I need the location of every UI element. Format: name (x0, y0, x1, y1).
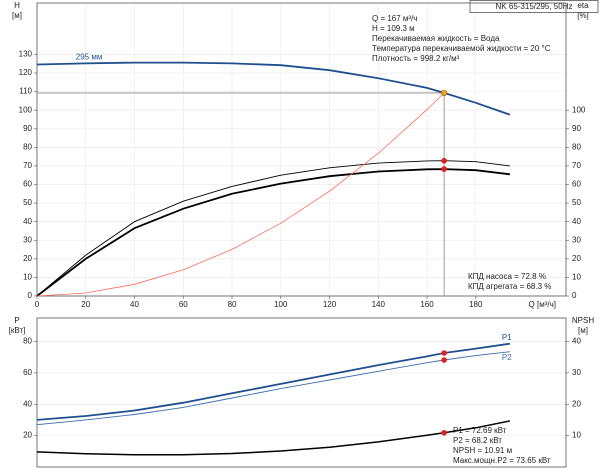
plot-frame (36, 317, 567, 468)
y-tick-label: 40 (23, 399, 32, 408)
duty-point (441, 157, 447, 164)
x-tick-label: 180 (469, 300, 483, 309)
y2-tick-label: 40 (572, 217, 581, 226)
note-text: Макс.мощн.P2 = 73.65 кВт (453, 456, 551, 465)
y2-axis-unit: [%] (577, 11, 589, 20)
y-axis-unit: [кВт] (9, 326, 26, 335)
y-tick-label: 80 (23, 337, 32, 346)
y2-tick-label: 30 (572, 235, 581, 244)
y2-tick-label: 20 (572, 399, 581, 408)
x-tick-label: 120 (323, 300, 337, 309)
y2-tick-label: 100 (572, 105, 586, 114)
series-line (36, 342, 511, 421)
series-line (36, 168, 511, 297)
series-line (36, 92, 445, 297)
info-text: Температура перекачиваемой жидкости = 20… (372, 44, 551, 53)
series-label: 295 мм (76, 52, 103, 61)
x-axis-label: Q [м³/ч] (529, 300, 556, 309)
info-text: Q = 167 м³/ч (372, 14, 417, 23)
y2-tick-label: 30 (572, 368, 581, 377)
y-axis-label: P (14, 316, 19, 325)
plot-frame (36, 2, 567, 297)
y-tick-label: 90 (23, 124, 32, 133)
y-tick-label: 10 (23, 273, 32, 282)
y2-tick-label: 90 (572, 124, 581, 133)
y-tick-label: 100 (19, 105, 33, 114)
y-tick-label: 60 (23, 368, 32, 377)
title-box (469, 0, 599, 13)
y-tick-label: 20 (23, 431, 32, 440)
y-tick-label: 120 (19, 68, 33, 77)
duty-point (441, 357, 447, 363)
y-tick-label: 110 (19, 87, 32, 96)
chart-title: NK 65-315/295, 50Hz (496, 2, 573, 11)
y2-tick-label: 70 (572, 161, 581, 170)
x-tick-label: 40 (130, 300, 139, 309)
y-tick-label: 60 (23, 180, 32, 189)
series-line (36, 160, 510, 297)
y-tick-label: 0 (28, 291, 33, 300)
y-tick-label: 70 (23, 161, 32, 170)
y2-tick-label: 20 (572, 254, 581, 263)
y-tick-label: 80 (23, 142, 32, 151)
series-label: P2 (502, 353, 512, 362)
series-label: P1 (502, 333, 512, 342)
y-tick-label: 20 (23, 254, 32, 263)
y2-tick-label: 10 (572, 273, 581, 282)
y2-tick-label: 60 (572, 180, 581, 189)
y-tick-label: 130 (19, 50, 33, 59)
duty-point (441, 350, 447, 356)
x-tick-label: 20 (81, 300, 90, 309)
duty-point (441, 166, 447, 172)
info-text: Перекачиваемая жидкость = Вода (372, 34, 500, 43)
x-tick-label: 160 (420, 300, 434, 309)
note-text: КПД агрегата = 68.3 % (468, 282, 551, 291)
note-text: NPSH = 10.91 м (453, 446, 512, 455)
x-tick-label: 80 (228, 300, 237, 309)
y-tick-label: 40 (23, 217, 32, 226)
y-axis-unit: [м] (12, 11, 22, 20)
y2-tick-label: 80 (572, 142, 581, 151)
note-text: P2 = 68.2 кВт (453, 436, 502, 445)
x-tick-label: 140 (372, 300, 386, 309)
y-axis-label: H (14, 1, 20, 10)
series-line (36, 420, 511, 456)
x-tick-label: 60 (179, 300, 188, 309)
y2-axis-label: NPSH (572, 316, 594, 325)
y2-axis-label: eta (577, 1, 589, 10)
series-line (36, 351, 510, 426)
info-text: H = 109.3 м (372, 24, 415, 33)
y2-tick-label: 10 (572, 431, 581, 440)
y2-tick-label: 0 (572, 291, 577, 300)
note-text: P1 = 72.69 кВт (453, 426, 507, 435)
y2-tick-label: 40 (572, 337, 581, 346)
note-text: КПД насоса = 72.8 % (468, 272, 546, 281)
y2-axis-unit: [м] (578, 326, 588, 335)
info-text: Плотность = 998.2 кг/м³ (372, 54, 460, 63)
duty-point (441, 429, 447, 436)
x-tick-label: 100 (274, 300, 288, 309)
y-tick-label: 30 (23, 235, 32, 244)
y2-tick-label: 50 (572, 198, 581, 207)
y-tick-label: 50 (23, 198, 32, 207)
x-tick-label: 0 (35, 300, 40, 309)
series-line (36, 61, 511, 116)
